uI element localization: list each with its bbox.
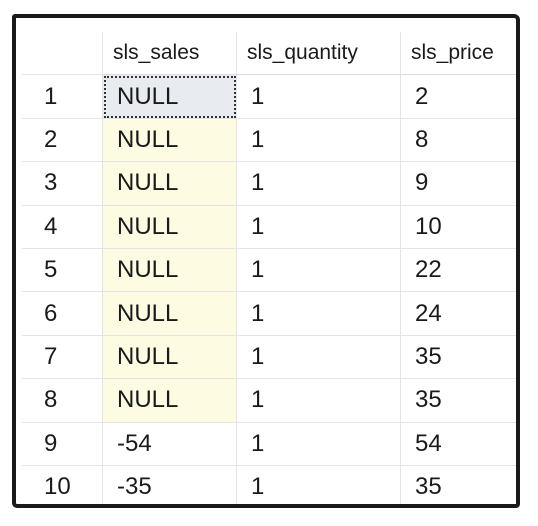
row-header[interactable]: 2 (22, 118, 103, 163)
cell-sls-quantity[interactable]: 1 (237, 162, 401, 206)
column-header-sls-price[interactable]: sls_price (401, 32, 516, 76)
row-header[interactable]: 3 (22, 162, 103, 206)
cell-sls-quantity[interactable]: 1 (237, 379, 401, 423)
cell-sls-price[interactable]: 24 (401, 292, 516, 336)
cell-sls-sales[interactable]: NULL (103, 248, 237, 293)
column-header-sls-quantity[interactable]: sls_quantity (237, 32, 401, 76)
cell-sls-sales[interactable]: NULL (103, 292, 237, 336)
cell-sls-sales[interactable]: NULL (103, 379, 237, 423)
cell-sls-sales[interactable]: -54 (103, 422, 237, 466)
cell-sls-price[interactable]: 22 (401, 249, 516, 293)
grid-corner[interactable] (22, 32, 103, 76)
cell-sls-quantity[interactable]: 1 (237, 75, 401, 119)
row-header[interactable]: 6 (22, 292, 103, 336)
row-header[interactable]: 5 (22, 248, 103, 293)
cell-sls-quantity[interactable]: 1 (237, 118, 401, 163)
column-header-sls-sales[interactable]: sls_sales (103, 32, 237, 76)
cell-sls-price[interactable]: 35 (401, 336, 516, 380)
cell-sls-quantity[interactable]: 1 (237, 335, 401, 380)
cell-sls-price[interactable]: 10 (401, 206, 516, 249)
cell-sls-sales[interactable]: NULL (103, 335, 237, 380)
results-grid-frame: sls_sales sls_quantity sls_price 1 NULL … (12, 14, 520, 508)
cell-sls-quantity[interactable]: 1 (237, 205, 401, 249)
cell-sls-price[interactable]: 9 (401, 162, 516, 206)
row-header[interactable]: 8 (22, 379, 103, 423)
cell-sls-sales[interactable]: NULL (103, 75, 237, 119)
cell-sls-sales[interactable]: NULL (103, 118, 237, 163)
cell-sls-price[interactable]: 2 (401, 75, 516, 119)
results-grid[interactable]: sls_sales sls_quantity sls_price 1 NULL … (22, 32, 516, 504)
row-header[interactable]: 10 (22, 465, 103, 504)
cell-sls-sales[interactable]: NULL (103, 205, 237, 249)
row-header[interactable]: 7 (22, 335, 103, 380)
cell-sls-sales[interactable]: NULL (103, 162, 237, 206)
row-header[interactable]: 4 (22, 205, 103, 249)
row-header[interactable]: 9 (22, 422, 103, 466)
cell-sls-price[interactable]: 8 (401, 119, 516, 163)
cell-sls-price[interactable]: 35 (401, 379, 516, 423)
cell-sls-quantity[interactable]: 1 (237, 248, 401, 293)
cell-sls-sales[interactable]: -35 (103, 465, 237, 504)
cell-sls-price[interactable]: 54 (401, 423, 516, 466)
row-header[interactable]: 1 (22, 75, 103, 119)
cell-sls-price[interactable]: 35 (401, 466, 516, 504)
cell-sls-quantity[interactable]: 1 (237, 292, 401, 336)
cell-sls-quantity[interactable]: 1 (237, 422, 401, 466)
cell-sls-quantity[interactable]: 1 (237, 465, 401, 504)
